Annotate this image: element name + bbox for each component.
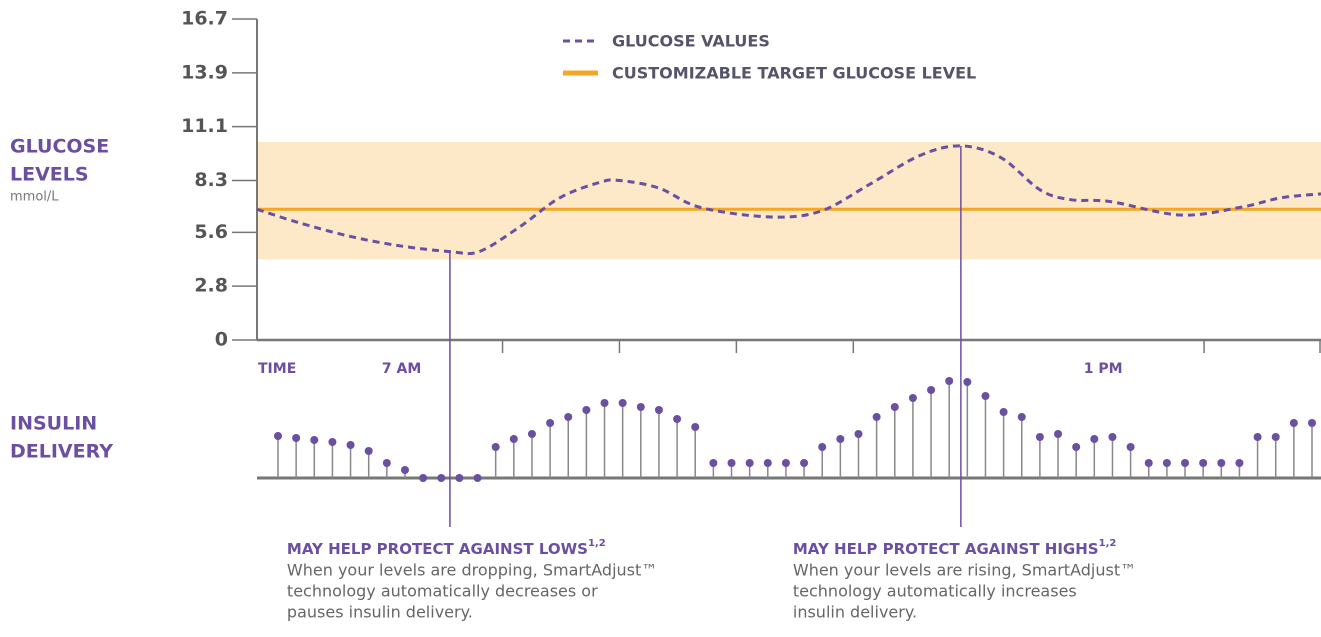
y-tick-label: 11.1 bbox=[181, 115, 228, 137]
stem-dot bbox=[800, 459, 809, 467]
callout-superscript: 1,2 bbox=[588, 538, 606, 549]
stem-dot bbox=[945, 377, 954, 385]
stem-dot bbox=[963, 378, 972, 386]
stem-dot bbox=[582, 406, 591, 414]
y-tick-label: 2.8 bbox=[194, 275, 228, 297]
callout-title-text: MAY HELP PROTECT AGAINST HIGHS bbox=[793, 540, 1099, 558]
stem-dot bbox=[908, 394, 917, 402]
stem-dot bbox=[654, 406, 663, 414]
stem-dot bbox=[382, 459, 391, 467]
stem-dot bbox=[1090, 435, 1099, 443]
stem-label: INSULIN bbox=[10, 413, 97, 435]
stem-dot bbox=[673, 415, 682, 423]
stem-dot bbox=[618, 399, 627, 407]
stem-dot bbox=[745, 459, 754, 467]
stem-dot bbox=[437, 474, 446, 482]
stem-dot bbox=[1289, 419, 1298, 427]
y-tick-label: 0 bbox=[215, 329, 228, 351]
stem-dot bbox=[727, 459, 736, 467]
y-tick-label: 8.3 bbox=[194, 169, 228, 191]
stem-dot bbox=[981, 392, 990, 400]
y-axis-label: LEVELS bbox=[10, 164, 89, 186]
stem-dot bbox=[1271, 433, 1280, 441]
stem-dot bbox=[527, 430, 536, 438]
stem-dot bbox=[419, 474, 428, 482]
stem-dot bbox=[854, 430, 863, 438]
y-tick-label: 5.6 bbox=[194, 221, 228, 243]
callout-title: MAY HELP PROTECT AGAINST LOWS1,2 bbox=[287, 538, 606, 558]
stem-dot bbox=[763, 459, 772, 467]
callout-superscript: 1,2 bbox=[1099, 538, 1117, 549]
stem-dot bbox=[364, 447, 373, 455]
stem-dot bbox=[1217, 459, 1226, 467]
stem-dot bbox=[328, 438, 337, 446]
x-tick-label: 1 PM bbox=[1084, 361, 1123, 377]
stem-dot bbox=[546, 419, 555, 427]
stem-dot bbox=[818, 443, 827, 451]
stem-dot bbox=[1162, 459, 1171, 467]
stem-dot bbox=[1235, 459, 1244, 467]
callout-text: technology automatically increases bbox=[793, 582, 1077, 601]
stem-dot bbox=[636, 403, 645, 411]
y-tick-label: 13.9 bbox=[181, 61, 228, 83]
stem-dot bbox=[781, 459, 790, 467]
callout-text: technology automatically decreases or bbox=[287, 582, 598, 601]
stem-dot bbox=[1035, 433, 1044, 441]
target-band bbox=[257, 142, 1321, 260]
stem-dot bbox=[491, 443, 500, 451]
stem-dot bbox=[600, 399, 609, 407]
stem-dot bbox=[1072, 443, 1081, 451]
stem-dot bbox=[1253, 433, 1262, 441]
callout-title: MAY HELP PROTECT AGAINST HIGHS1,2 bbox=[793, 538, 1116, 558]
stem-dot bbox=[709, 459, 718, 467]
stem-dot bbox=[691, 423, 700, 431]
callout-text: When your levels are dropping, SmartAdju… bbox=[287, 561, 657, 580]
stem-dot bbox=[292, 434, 301, 442]
stem-dot bbox=[455, 474, 464, 482]
stem-dot bbox=[310, 436, 319, 444]
stem-dot bbox=[1144, 459, 1153, 467]
stem-dot bbox=[564, 413, 573, 421]
stem-label: DELIVERY bbox=[10, 441, 113, 463]
y-tick-label: 16.7 bbox=[181, 8, 228, 30]
stem-dot bbox=[1126, 443, 1135, 451]
stem-dot bbox=[890, 403, 899, 411]
stem-dot bbox=[836, 435, 845, 443]
callout-text: When your levels are rising, SmartAdjust… bbox=[793, 561, 1136, 580]
stem-dot bbox=[1181, 459, 1190, 467]
legend-label: GLUCOSE VALUES bbox=[612, 32, 770, 51]
stem-dot bbox=[473, 474, 482, 482]
stem-dot bbox=[1054, 430, 1063, 438]
stem-dot bbox=[1308, 419, 1316, 427]
stem-dot bbox=[927, 386, 936, 394]
stem-dot bbox=[1199, 459, 1208, 467]
callout-text: insulin delivery. bbox=[793, 603, 917, 622]
stem-dot bbox=[999, 408, 1008, 416]
stem-dot bbox=[509, 435, 518, 443]
x-tick-label: 7 AM bbox=[382, 361, 421, 377]
callout-title-text: MAY HELP PROTECT AGAINST LOWS bbox=[287, 540, 588, 558]
stem-dot bbox=[1017, 413, 1026, 421]
stem-dot bbox=[346, 441, 355, 449]
stem-dot bbox=[872, 413, 881, 421]
legend-label: CUSTOMIZABLE TARGET GLUCOSE LEVEL bbox=[612, 64, 976, 83]
stem-dot bbox=[400, 466, 409, 474]
y-unit: mmol/L bbox=[10, 190, 59, 205]
y-axis-label: GLUCOSE bbox=[10, 136, 109, 158]
stem-dot bbox=[274, 432, 282, 440]
callout-text: pauses insulin delivery. bbox=[287, 603, 473, 622]
x-axis-label: TIME bbox=[258, 361, 296, 377]
stem-dot bbox=[1108, 433, 1117, 441]
